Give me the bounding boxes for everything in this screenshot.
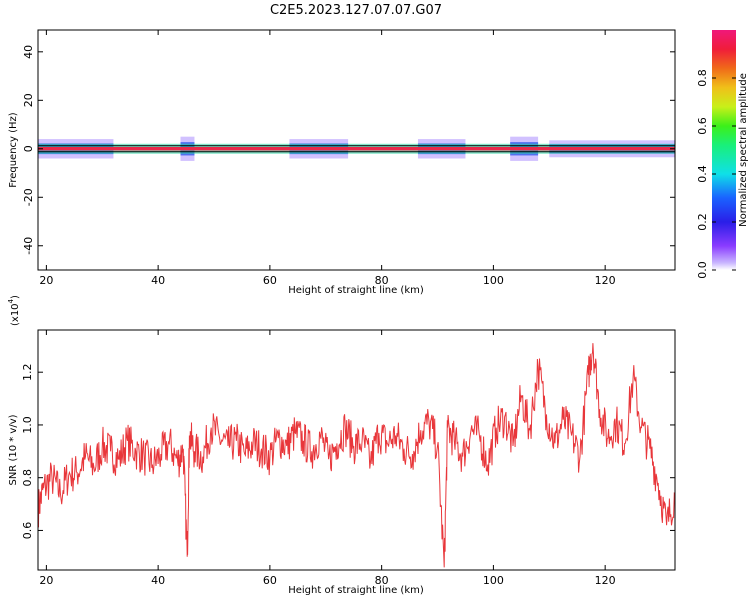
spectrogram-frame [37,29,676,271]
x-tick-label: 80 [375,274,389,287]
snr-y-axis-label: SNR (10 * v/v) [8,414,19,485]
x-tick-label: 40 [151,274,165,287]
snr-scale-factor: (x104) [7,295,21,326]
spectrogram-x-axis-label: Height of straight line (km) [288,285,424,296]
colorbar-ramp [712,30,736,270]
x-tick-label: 120 [595,574,616,587]
y-tick-label: 40 [22,45,35,59]
colorbar-tick-label: 0.6 [696,117,709,135]
spectrogram-chart: 20 40 60 80 100 120 -40 -20 0 20 40 Height of str… [8,29,676,296]
colorbar-tick-label: 0.2 [696,213,709,231]
y-tick-label: 0.6 [21,522,34,540]
x-tick-label: 40 [151,574,165,587]
colorbar-tick-label: 0.4 [696,165,709,183]
figure-title: C2E5.2023.127.07.07.G07 [270,3,442,18]
snr-frame [37,329,676,571]
y-tick-label: 1.2 [21,363,34,381]
snr-x-ticks: 20 40 60 80 100 120 [39,330,616,587]
x-tick-label: 20 [39,574,53,587]
x-tick-label: 100 [483,574,504,587]
x-tick-label: 120 [595,274,616,287]
y-tick-label: 0.8 [21,469,34,487]
x-tick-label: 60 [263,574,277,587]
snr-scale-close: ) [10,295,21,299]
y-tick-label: -40 [22,237,35,255]
spectrogram-y-axis-label: Frequency (Hz) [8,112,19,188]
colorbar-tick-label: 0.8 [696,69,709,87]
x-tick-label: 20 [39,274,53,287]
snr-scale-prefix: (x104) [7,295,21,326]
colorbar-ticks: 0.0 0.2 0.4 0.6 0.8 [696,69,736,279]
y-tick-label: -20 [22,188,35,206]
y-tick-label: 20 [22,93,35,107]
spectrogram-plot-area [38,136,675,161]
x-tick-label: 80 [375,574,389,587]
y-tick-label: 1.0 [21,416,34,434]
snr-x-axis-label: Height of straight line (km) [288,585,424,596]
snr-chart: 20 40 60 80 100 120 0.6 0.8 1.0 1.2 Height of st… [7,295,676,596]
snr-y-ticks: 0.6 0.8 1.0 1.2 [21,363,675,539]
colorbar-tick-label: 0.0 [696,261,709,279]
snr-line [38,343,675,568]
y-tick-label: 0 [22,145,35,152]
spectrogram-x-ticks: 20 40 60 80 100 120 [39,30,616,287]
snr-scale-exponent: 4 [7,298,15,303]
x-tick-label: 100 [483,274,504,287]
colorbar: 0.0 0.2 0.4 0.6 0.8 Normalized spectral ampl… [696,30,749,279]
spectrogram-y-ticks: -40 -20 0 20 40 [22,45,675,255]
colorbar-label: Normalized spectral amplitude [738,73,749,227]
snr-scale-base: (x10 [10,303,21,326]
snr-plot-area [38,343,675,568]
x-tick-label: 60 [263,274,277,287]
